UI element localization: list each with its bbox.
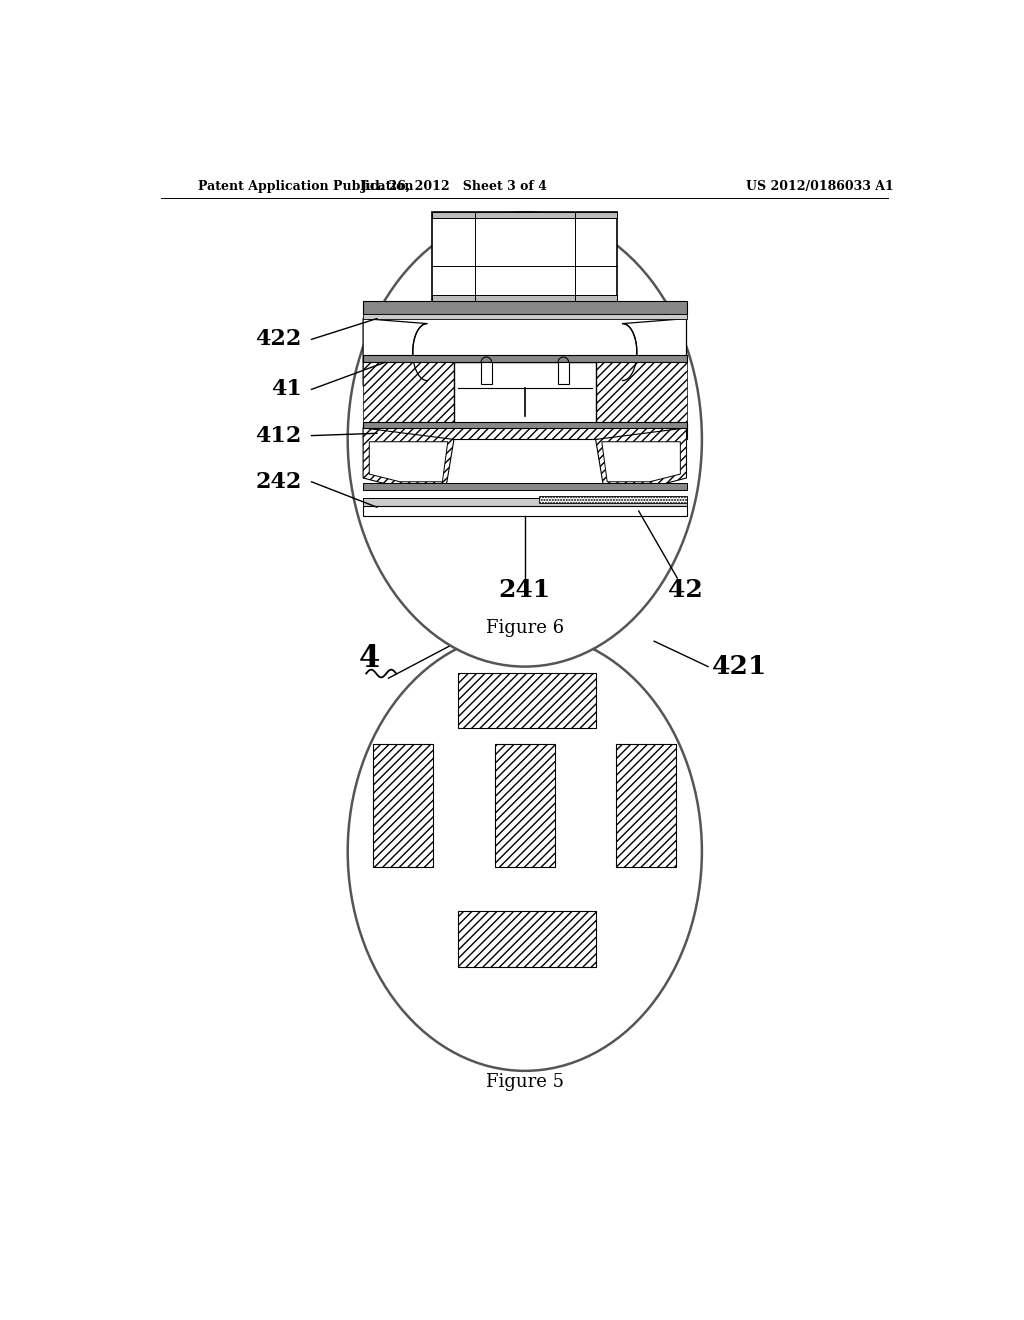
Bar bbox=[364, 424, 686, 440]
Text: 422: 422 bbox=[255, 329, 301, 350]
Bar bbox=[558, 363, 568, 384]
Polygon shape bbox=[364, 318, 427, 385]
Polygon shape bbox=[596, 359, 686, 428]
Polygon shape bbox=[364, 428, 454, 486]
Text: US 2012/0186033 A1: US 2012/0186033 A1 bbox=[745, 181, 894, 194]
Text: 42: 42 bbox=[668, 578, 702, 602]
Bar bbox=[432, 213, 617, 218]
Bar bbox=[616, 743, 677, 867]
Bar bbox=[364, 506, 686, 516]
Bar bbox=[364, 355, 686, 363]
Text: 242: 242 bbox=[255, 471, 301, 492]
Text: 4: 4 bbox=[358, 643, 380, 675]
Bar bbox=[364, 314, 686, 318]
Text: Figure 6: Figure 6 bbox=[485, 619, 564, 638]
Polygon shape bbox=[623, 318, 686, 385]
Polygon shape bbox=[596, 428, 686, 486]
Text: 421: 421 bbox=[712, 655, 767, 678]
Text: 241: 241 bbox=[499, 578, 551, 602]
Text: 412: 412 bbox=[255, 425, 301, 446]
Bar bbox=[539, 496, 686, 503]
Polygon shape bbox=[602, 442, 680, 482]
Bar bbox=[458, 911, 596, 966]
Bar bbox=[364, 422, 686, 428]
Bar bbox=[373, 743, 433, 867]
Bar bbox=[364, 498, 686, 507]
Bar bbox=[495, 743, 555, 867]
Bar bbox=[454, 363, 596, 428]
Bar bbox=[481, 363, 492, 384]
Bar bbox=[432, 213, 617, 301]
Bar bbox=[364, 483, 686, 490]
Text: 41: 41 bbox=[270, 379, 301, 400]
Polygon shape bbox=[370, 442, 447, 482]
Bar bbox=[364, 301, 686, 314]
Text: Patent Application Publication: Patent Application Publication bbox=[199, 181, 414, 194]
Bar bbox=[432, 294, 617, 301]
Text: Jul. 26, 2012   Sheet 3 of 4: Jul. 26, 2012 Sheet 3 of 4 bbox=[360, 181, 548, 194]
Text: Figure 5: Figure 5 bbox=[485, 1073, 564, 1092]
Polygon shape bbox=[364, 359, 454, 428]
Bar bbox=[458, 673, 596, 729]
Ellipse shape bbox=[348, 213, 701, 667]
